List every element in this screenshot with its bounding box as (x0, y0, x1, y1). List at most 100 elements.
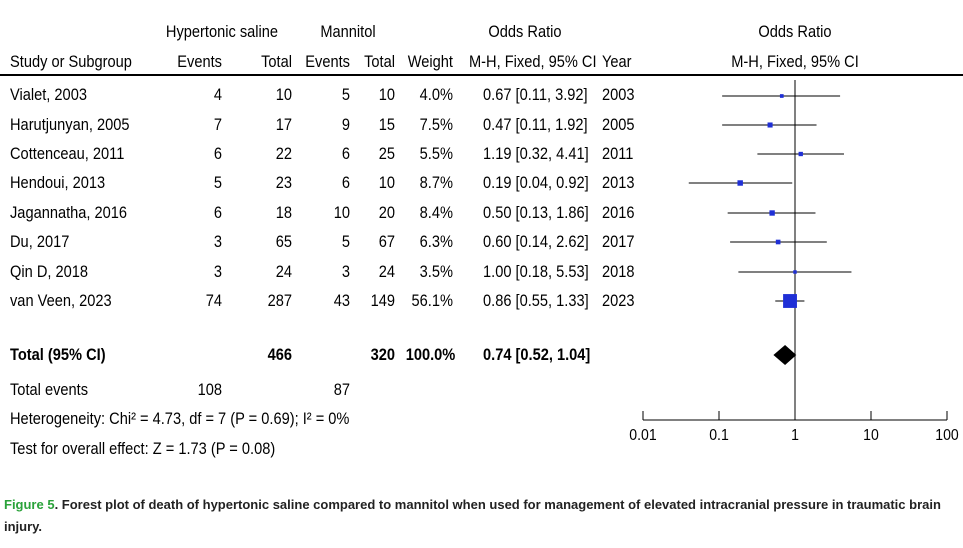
study-t1: 24 (275, 262, 292, 281)
study-year: 2023 (602, 291, 635, 310)
study-ci: 0.19 [0.04, 0.92] (483, 173, 589, 192)
study-name: Qin D, 2018 (10, 262, 89, 281)
study-t1: 10 (275, 85, 292, 104)
study-year: 2003 (602, 85, 635, 104)
effect-marker (798, 151, 803, 157)
study-t2: 25 (378, 144, 395, 163)
pooled-diamond (773, 345, 797, 365)
events2-header: Events (305, 52, 350, 71)
caption-text: . Forest plot of death of hypertonic sal… (4, 497, 941, 534)
effect-marker (775, 239, 781, 245)
study-ci: 0.60 [0.14, 2.62] (483, 232, 589, 251)
study-name: Jagannatha, 2016 (10, 203, 128, 222)
study-t2: 24 (378, 262, 395, 281)
study-e2: 5 (341, 232, 350, 251)
study-weight: 8.7% (419, 173, 453, 192)
study-name: Cottenceau, 2011 (10, 144, 125, 163)
study-e2: 6 (341, 173, 350, 192)
study-year: 2018 (602, 262, 635, 281)
effect-marker (769, 210, 775, 216)
effect-marker (737, 180, 743, 186)
study-weight: 4.0% (419, 85, 453, 104)
study-name: Harutjunyan, 2005 (10, 115, 130, 134)
x-tick-label: 100 (935, 426, 958, 444)
x-tick-label: 10 (863, 426, 879, 444)
forest-plot: 0.01 0.1 1 10 100 (629, 80, 959, 444)
study-e1: 4 (213, 85, 222, 104)
study-year: 2011 (602, 144, 634, 163)
study-e1: 74 (205, 291, 222, 310)
study-weight: 8.4% (419, 203, 453, 222)
study-e1: 6 (213, 144, 222, 163)
study-t1: 23 (275, 173, 292, 192)
total-ci: 0.74 [0.52, 1.04] (483, 345, 591, 364)
effect-marker (779, 94, 784, 98)
study-t1: 287 (267, 291, 292, 310)
figure-caption: Figure 5. Forest plot of death of hypert… (4, 494, 959, 538)
study-t2: 10 (378, 85, 395, 104)
x-tick-label: 0.1 (709, 426, 729, 444)
study-ci: 0.86 [0.55, 1.33] (483, 291, 589, 310)
study-weight: 56.1% (411, 291, 453, 310)
total-t2: 320 (370, 345, 395, 364)
or-method-header: M-H, Fixed, 95% CI (469, 52, 597, 71)
or-group-header: Odds Ratio (488, 22, 562, 41)
total-label: Total (95% CI) (10, 345, 106, 364)
effect-marker (793, 270, 797, 274)
total-t1: 466 (267, 345, 292, 364)
effect-marker (783, 294, 797, 308)
total-weight: 100.0% (405, 345, 456, 364)
study-e1: 7 (213, 115, 222, 134)
study-weight: 7.5% (419, 115, 453, 134)
study-t1: 17 (275, 115, 292, 134)
forest-table: Hypertonic saline Mannitol Odds Ratio Od… (0, 22, 963, 458)
study-year: 2005 (602, 115, 635, 134)
study-e2: 43 (333, 291, 350, 310)
study-e2: 3 (341, 262, 350, 281)
study-weight: 6.3% (419, 232, 453, 251)
total-events-e2: 87 (333, 380, 350, 399)
heterogeneity-text: Heterogeneity: Chi² = 4.73, df = 7 (P = … (10, 409, 350, 428)
study-ci: 1.00 [0.18, 5.53] (483, 262, 589, 281)
study-name: van Veen, 2023 (10, 291, 112, 310)
study-ci: 0.47 [0.11, 1.92] (483, 115, 588, 134)
study-year: 2016 (602, 203, 635, 222)
study-name: Hendoui, 2013 (10, 173, 106, 192)
header-divider (0, 74, 963, 76)
study-t2: 67 (378, 232, 395, 251)
study-weight: 5.5% (419, 144, 453, 163)
study-t1: 65 (275, 232, 292, 251)
study-t2: 149 (370, 291, 395, 310)
total2-header: Total (364, 52, 395, 71)
weight-header: Weight (407, 52, 453, 71)
study-e2: 5 (341, 85, 350, 104)
group1-header: Hypertonic saline (165, 22, 279, 41)
caption-label: Figure 5 (4, 497, 55, 512)
year-header: Year (602, 52, 632, 71)
study-year: 2017 (602, 232, 635, 251)
effect-marker (767, 122, 773, 128)
study-name: Du, 2017 (10, 232, 70, 251)
study-e1: 3 (213, 262, 222, 281)
study-e2: 9 (341, 115, 350, 134)
plot-method-header: M-H, Fixed, 95% CI (731, 52, 859, 71)
study-e1: 6 (213, 203, 222, 222)
study-e2: 10 (333, 203, 350, 222)
study-ci: 0.67 [0.11, 3.92] (483, 85, 588, 104)
study-name: Vialet, 2003 (10, 85, 87, 104)
total-events-label: Total events (10, 380, 89, 399)
study-e1: 5 (213, 173, 222, 192)
study-weight: 3.5% (419, 262, 453, 281)
study-t2: 20 (378, 203, 395, 222)
study-e1: 3 (213, 232, 222, 251)
study-t1: 22 (275, 144, 292, 163)
study-t2: 10 (378, 173, 395, 192)
events1-header: Events (177, 52, 222, 71)
x-tick-label: 1 (791, 426, 799, 444)
study-e2: 6 (341, 144, 350, 163)
study-ci: 0.50 [0.13, 1.86] (483, 203, 589, 222)
group2-header: Mannitol (320, 22, 376, 41)
study-t1: 18 (275, 203, 292, 222)
study-t2: 15 (378, 115, 395, 134)
study-header: Study or Subgroup (10, 52, 132, 71)
